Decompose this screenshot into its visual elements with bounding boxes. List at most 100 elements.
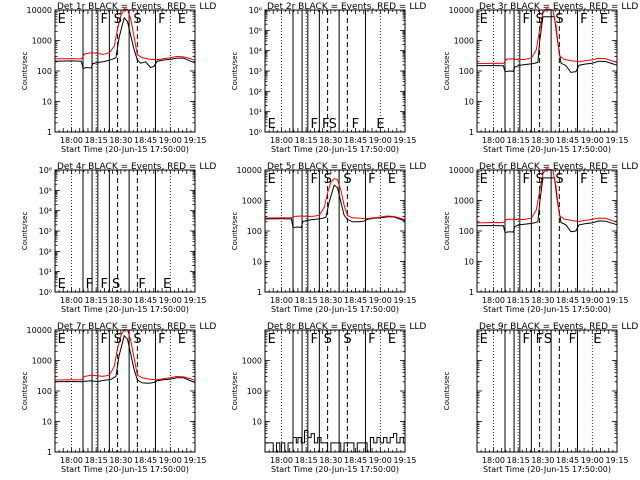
y-tick-label: 1 bbox=[469, 128, 474, 137]
event-letter-s: S bbox=[324, 172, 332, 187]
event-letter-s: S bbox=[536, 172, 544, 187]
y-tick-label: 1 bbox=[47, 448, 52, 457]
plot-frame bbox=[264, 169, 406, 293]
event-letter-s: S bbox=[324, 332, 332, 347]
y-tick-label: 1000 bbox=[32, 37, 52, 46]
y-tick-label: 10 bbox=[464, 258, 474, 267]
x-tick-label: 18:15 bbox=[85, 136, 108, 145]
y-tick-label: 10 bbox=[464, 98, 474, 107]
event-letter-s: S bbox=[114, 332, 122, 347]
y-tick-label: 100 bbox=[37, 67, 52, 76]
panel-title: Det 4r BLACK = Events, RED = LLD bbox=[57, 162, 216, 172]
event-letter-s: S bbox=[343, 172, 351, 187]
y-tick-label: 10² bbox=[39, 247, 52, 256]
x-tick-label: 19:15 bbox=[393, 456, 416, 465]
event-letter-f: F bbox=[158, 332, 165, 347]
y-tick-label: 10³ bbox=[39, 227, 52, 236]
event-letter-f: F bbox=[522, 12, 529, 27]
y-axis-label: Counts/sec bbox=[21, 52, 29, 91]
event-letter-f: F bbox=[310, 332, 317, 347]
x-axis-label: Start Time (20-Jun-15 17:50:00) bbox=[61, 145, 189, 154]
event-letter-e: E bbox=[600, 12, 608, 27]
x-tick-label: 18:30 bbox=[319, 456, 342, 465]
event-letter-f: F bbox=[536, 332, 543, 347]
y-tick-label: 100 bbox=[247, 387, 262, 396]
x-tick-label: 19:15 bbox=[393, 296, 416, 305]
panel-title: Det 6r BLACK = Events, RED = LLD bbox=[479, 162, 638, 172]
x-tick-label: 18:45 bbox=[344, 456, 367, 465]
event-letter-f: F bbox=[569, 332, 576, 347]
event-letter-e: E bbox=[268, 117, 276, 132]
event-letter-f: F bbox=[368, 172, 375, 187]
y-tick-label: 10 bbox=[252, 418, 262, 427]
x-tick-label: 18:30 bbox=[109, 456, 132, 465]
x-tick-label: 18:00 bbox=[482, 136, 505, 145]
series-events-line bbox=[54, 334, 196, 384]
y-tick-label: 10⁰ bbox=[39, 288, 52, 297]
y-axis-label: Counts/sec bbox=[443, 212, 451, 251]
y-tick-label: 10⁶ bbox=[39, 166, 52, 175]
x-axis-label: Start Time (20-Jun-15 17:50:00) bbox=[483, 145, 611, 154]
x-tick-label: 18:15 bbox=[295, 136, 318, 145]
event-letter-f: F bbox=[310, 172, 317, 187]
x-tick-label: 19:15 bbox=[183, 136, 206, 145]
x-tick-label: 19:00 bbox=[581, 296, 604, 305]
event-letter-e: E bbox=[600, 172, 608, 187]
event-letter-s: S bbox=[114, 12, 122, 27]
event-letter-s: S bbox=[112, 277, 120, 292]
plot-frame bbox=[476, 169, 618, 293]
event-letter-s: S bbox=[536, 12, 544, 27]
y-tick-label: 1000 bbox=[242, 357, 262, 366]
event-letter-f: F bbox=[100, 12, 107, 27]
x-axis-label: Start Time (20-Jun-15 17:50:00) bbox=[271, 305, 399, 314]
x-axis-label: Start Time (20-Jun-15 17:50:00) bbox=[61, 465, 189, 474]
x-tick-label: 18:30 bbox=[109, 296, 132, 305]
event-letter-e: E bbox=[376, 117, 384, 132]
x-tick-label: 18:30 bbox=[531, 456, 554, 465]
series-events-line bbox=[477, 16, 618, 73]
series-lld-line bbox=[264, 178, 406, 221]
y-tick-label: 10² bbox=[249, 87, 262, 96]
x-tick-label: 18:45 bbox=[134, 136, 157, 145]
x-tick-label: 18:30 bbox=[531, 136, 554, 145]
event-letter-s: S bbox=[555, 172, 563, 187]
y-axis-label: Counts/sec bbox=[443, 372, 451, 411]
event-letter-e: E bbox=[58, 332, 66, 347]
y-tick-label: 1000 bbox=[242, 197, 262, 206]
event-letter-f: F bbox=[322, 117, 329, 132]
panel-title: Det 2r BLACK = Events, RED = LLD bbox=[267, 2, 426, 12]
plot-frame bbox=[476, 9, 618, 133]
event-letter-f: F bbox=[86, 277, 93, 292]
y-tick-label: 10000 bbox=[449, 6, 474, 15]
series-events-line bbox=[264, 184, 406, 229]
y-tick-label: 10000 bbox=[27, 6, 52, 15]
panel-title: Det 8r BLACK = Events, RED = LLD bbox=[267, 322, 426, 332]
event-letter-f: F bbox=[580, 12, 587, 27]
x-tick-label: 18:00 bbox=[60, 456, 83, 465]
event-letter-s: S bbox=[133, 332, 141, 347]
panel-title: Det 3r BLACK = Events, RED = LLD bbox=[479, 2, 638, 12]
x-tick-label: 19:00 bbox=[581, 136, 604, 145]
x-tick-label: 19:00 bbox=[369, 456, 392, 465]
y-axis-label: Counts/sec bbox=[21, 212, 29, 251]
y-tick-label: 1 bbox=[257, 288, 262, 297]
x-tick-label: 18:00 bbox=[270, 296, 293, 305]
x-tick-label: 19:00 bbox=[581, 456, 604, 465]
plot-frame bbox=[264, 9, 406, 133]
y-tick-label: 10³ bbox=[249, 67, 262, 76]
event-letter-f: F bbox=[158, 12, 165, 27]
y-tick-label: 100 bbox=[37, 387, 52, 396]
y-axis-label: Counts/sec bbox=[21, 372, 29, 411]
plot-frame bbox=[54, 169, 196, 293]
event-letter-e: E bbox=[480, 12, 488, 27]
event-letter-f: F bbox=[100, 277, 107, 292]
y-tick-label: 100 bbox=[247, 227, 262, 236]
x-tick-label: 19:15 bbox=[393, 136, 416, 145]
x-axis-label: Start Time (20-Jun-15 17:50:00) bbox=[483, 465, 611, 474]
series-events-line bbox=[477, 177, 618, 233]
x-tick-label: 18:45 bbox=[344, 136, 367, 145]
